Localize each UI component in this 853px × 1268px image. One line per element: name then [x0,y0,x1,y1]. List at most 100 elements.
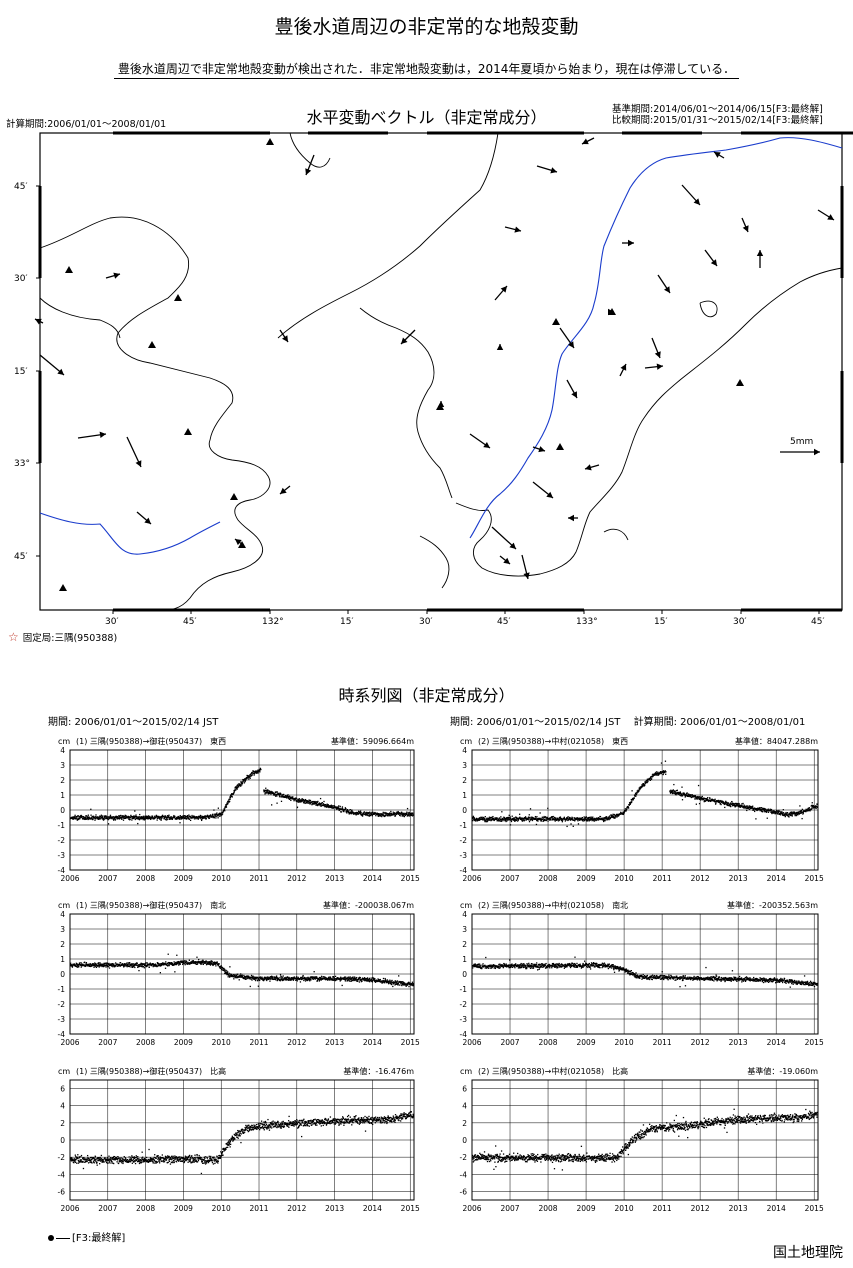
data-point [170,816,173,818]
data-point [240,973,242,975]
data-point [532,967,535,969]
data-point [366,979,368,981]
data-point [535,965,537,967]
data-point [112,816,115,818]
data-point [182,817,184,819]
data-point [582,965,584,967]
data-point [153,817,156,820]
data-point [309,978,311,980]
data-point [517,964,520,967]
data-point [786,813,788,815]
data-point [358,812,360,815]
data-point [642,783,645,785]
data-point [133,964,135,967]
data-point [484,964,486,967]
data-point [320,977,322,979]
data-point [71,816,74,818]
data-point [568,963,570,966]
displacement-vector [34,318,44,325]
data-point [556,966,558,968]
data-point [671,791,673,793]
data-point [537,818,539,820]
data-point [321,802,323,804]
data-point [567,816,569,818]
data-point [105,964,108,967]
displacement-vector [657,274,671,294]
data-point [575,818,578,820]
data-point [114,818,116,820]
data-point [629,802,632,804]
x-tick-label: 2012 [287,1038,306,1047]
data-point [551,967,553,969]
data-point [399,812,402,815]
data-point [411,984,413,986]
data-point [638,789,640,791]
data-point [351,809,353,811]
data-point [216,961,219,963]
data-point [80,814,82,817]
data-point [567,963,569,965]
data-point [348,811,350,813]
data-point [403,812,405,814]
data-point [244,779,247,781]
lat-tick-label: 45′ [14,182,28,192]
data-point [98,965,101,967]
x-tick-label: 2012 [287,874,306,883]
data-point [285,977,288,979]
data-point [335,808,338,810]
data-point [327,804,329,806]
timeseries-panel: cm (1) 三隅(950388)→御荘(950437) 南北 基準値：-20003… [58,900,420,1047]
data-point [607,817,609,819]
data-point [279,976,281,979]
data-point [610,965,612,968]
data-point [633,794,636,796]
data-point [346,979,349,982]
data-point [179,822,181,824]
data-point [200,963,203,965]
data-point [652,775,654,777]
data-point [543,815,545,818]
data-point [812,804,814,807]
data-point [229,796,232,799]
data-point [174,962,176,964]
data-point [215,815,218,817]
data-point [208,961,211,964]
data-point [563,967,566,969]
data-point [718,801,721,803]
data-point [278,793,280,795]
data-point [399,814,401,817]
data-point [508,816,510,819]
data-point [276,791,278,793]
data-point [185,815,187,817]
data-point [791,815,793,817]
data-point [481,964,483,966]
data-point [742,802,744,805]
data-point [190,961,192,963]
x-tick-label: 2010 [212,874,231,883]
data-point [756,809,758,812]
displacement-vector [494,285,508,301]
data-point [650,778,653,780]
data-point [519,966,522,968]
data-point [640,787,642,789]
data-point [554,966,557,968]
data-point [528,964,531,966]
data-point [560,966,562,968]
data-point [603,962,606,964]
data-point [241,975,244,977]
y-tick-label: -3 [58,1015,66,1024]
data-point [393,981,395,983]
data-point [333,806,335,809]
data-point [128,818,130,821]
data-point [558,819,560,822]
data-point [108,964,110,966]
data-point [596,965,599,967]
data-point [76,819,78,821]
data-point [497,965,499,967]
displacement-vector [559,327,575,349]
data-point [488,967,490,969]
data-point [185,962,187,964]
data-point [239,784,241,786]
data-point [532,963,534,965]
data-point [193,816,195,819]
